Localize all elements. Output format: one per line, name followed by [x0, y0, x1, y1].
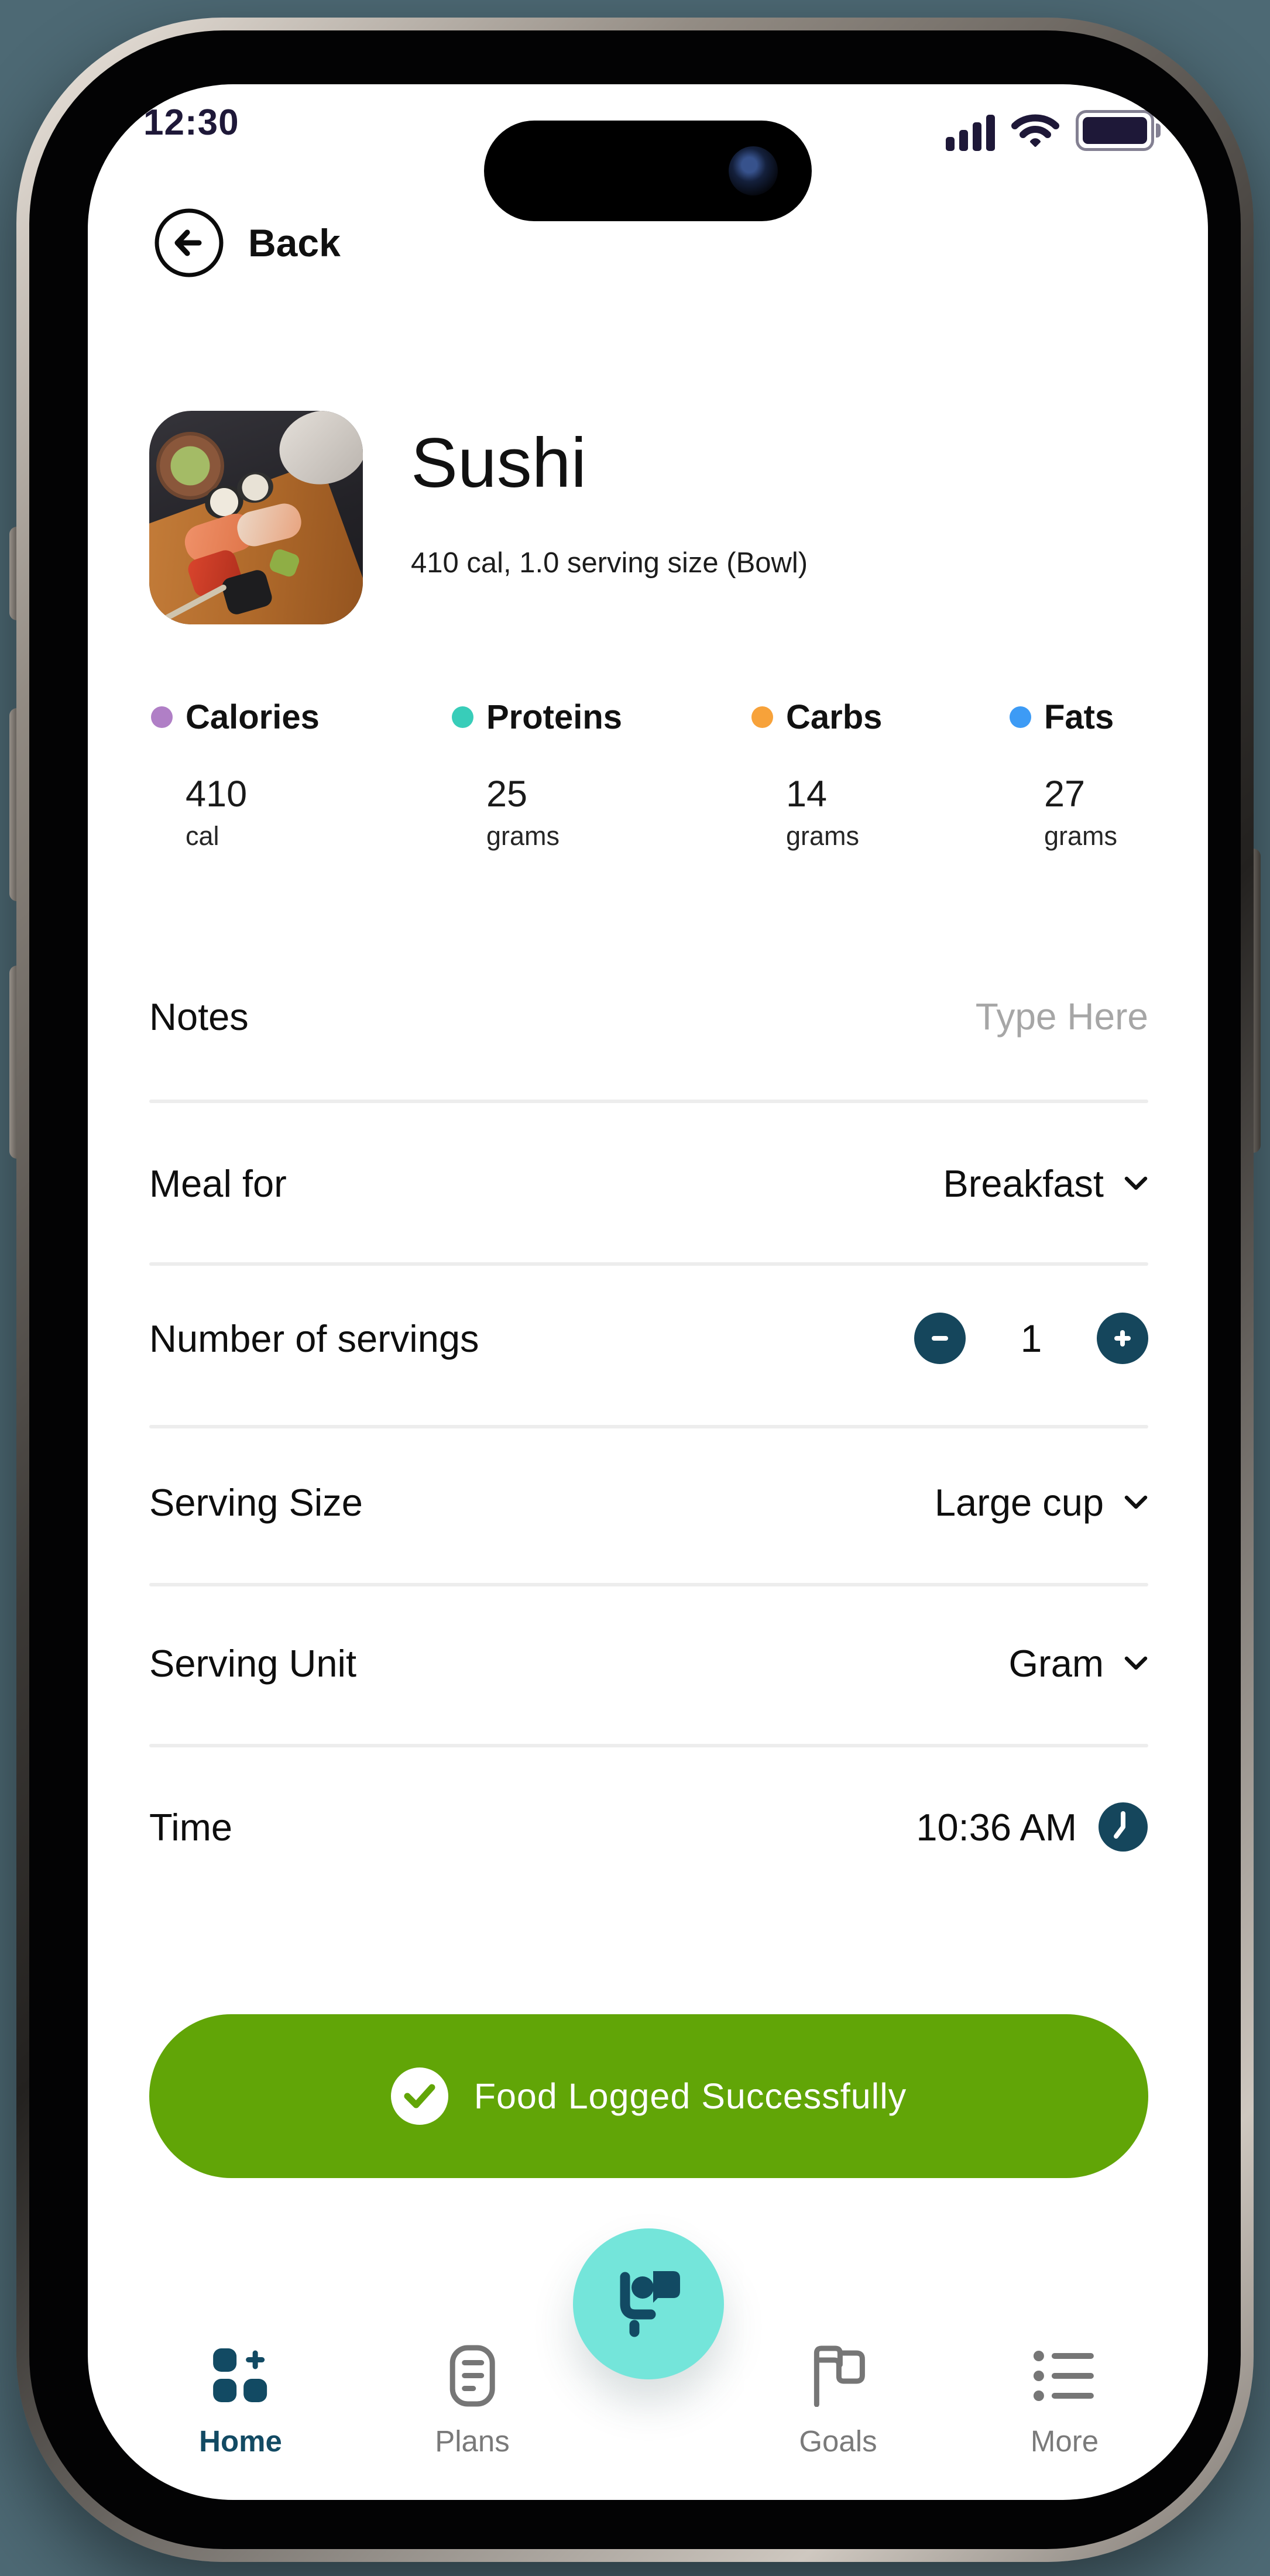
- plans-document-icon: [449, 2344, 496, 2407]
- meal-for-label: Meal for: [149, 1162, 287, 1205]
- macro-unit: grams: [486, 821, 560, 851]
- servings-value: 1: [1020, 1317, 1042, 1360]
- check-icon: [390, 2067, 448, 2125]
- macro-value: 14: [786, 774, 828, 815]
- phone-frame: 12:30: [16, 18, 1254, 2562]
- decrement-button[interactable]: [914, 1313, 966, 1364]
- nav-item-goals[interactable]: Goals: [799, 2344, 877, 2458]
- fats-dot-icon: [1010, 706, 1031, 728]
- status-icons: [946, 110, 1161, 151]
- back-arrow-icon: [153, 207, 225, 279]
- nav-label-more: More: [1030, 2424, 1099, 2458]
- increment-button[interactable]: [1097, 1313, 1148, 1364]
- divider: [149, 1744, 1148, 1747]
- goals-flag-icon: [807, 2344, 869, 2407]
- nav-label-home: Home: [199, 2424, 282, 2458]
- coach-fab-button[interactable]: [573, 2228, 724, 2379]
- macro-value: 410: [186, 774, 248, 815]
- meal-for-value: Breakfast: [943, 1162, 1104, 1205]
- servings-row: Number of servings 1: [149, 1297, 1148, 1379]
- food-title: Sushi: [411, 424, 587, 502]
- phone-bezel: 12:30: [29, 30, 1241, 2549]
- divider: [149, 1100, 1148, 1103]
- macro-label: Proteins: [486, 698, 623, 736]
- notes-label: Notes: [149, 995, 249, 1038]
- divider: [149, 1262, 1148, 1266]
- nav-label-goals: Goals: [799, 2424, 877, 2458]
- food-subtitle: 410 cal, 1.0 serving size (Bowl): [411, 547, 808, 579]
- serving-unit-label: Serving Unit: [149, 1641, 357, 1685]
- macro-unit: cal: [186, 821, 219, 851]
- macro-unit: grams: [1044, 821, 1118, 851]
- plus-icon: [1114, 1330, 1131, 1347]
- meal-for-row: Meal for Breakfast: [149, 1142, 1148, 1224]
- notes-row: Notes Type Here: [149, 976, 1148, 1057]
- notes-input[interactable]: Type Here: [975, 995, 1148, 1038]
- serving-unit-row: Serving Unit Gram: [149, 1622, 1148, 1704]
- food-logged-label: Food Logged Successfully: [473, 2076, 907, 2116]
- dynamic-island: [484, 121, 812, 221]
- macro-fats: Fats 27 grams: [1010, 698, 1117, 851]
- macro-carbs: Carbs 14 grams: [751, 698, 882, 851]
- time-value: 10:36 AM: [916, 1805, 1077, 1849]
- minus-icon: [932, 1336, 948, 1341]
- battery-icon: [1076, 110, 1161, 151]
- time-picker-button[interactable]: [1098, 1802, 1148, 1852]
- macro-label: Fats: [1044, 698, 1114, 736]
- serving-size-label: Serving Size: [149, 1481, 363, 1524]
- macro-unit: grams: [786, 821, 860, 851]
- back-button[interactable]: Back: [153, 207, 341, 279]
- chevron-down-icon: [1124, 1495, 1148, 1509]
- meal-for-select[interactable]: Breakfast: [943, 1162, 1148, 1205]
- coach-chat-icon: [620, 2271, 680, 2337]
- clock-icon: [1099, 1802, 1148, 1852]
- carbs-dot-icon: [751, 706, 773, 728]
- chevron-down-icon: [1124, 1176, 1148, 1190]
- macro-label: Carbs: [786, 698, 883, 736]
- calories-dot-icon: [151, 706, 173, 728]
- serving-unit-select[interactable]: Gram: [1009, 1641, 1149, 1685]
- serving-size-row: Serving Size Large cup: [149, 1461, 1148, 1543]
- nav-item-home[interactable]: Home: [199, 2344, 282, 2458]
- home-grid-plus-icon: [211, 2344, 270, 2407]
- signal-icon: [946, 115, 995, 151]
- macro-value: 25: [486, 774, 528, 815]
- serving-size-value: Large cup: [934, 1481, 1104, 1524]
- more-list-icon: [1033, 2344, 1096, 2407]
- status-time: 12:30: [143, 102, 239, 143]
- proteins-dot-icon: [452, 706, 473, 728]
- divider: [149, 1583, 1148, 1586]
- macro-calories: Calories 410 cal: [151, 698, 320, 851]
- serving-unit-value: Gram: [1008, 1641, 1104, 1685]
- food-logged-button[interactable]: Food Logged Successfully: [149, 2014, 1148, 2178]
- nav-label-plans: Plans: [435, 2424, 510, 2458]
- nav-item-plans[interactable]: Plans: [435, 2344, 510, 2458]
- time-row: Time 10:36 AM: [149, 1786, 1148, 1868]
- macro-value: 27: [1044, 774, 1086, 815]
- food-image: [149, 411, 363, 624]
- wifi-icon: [1010, 111, 1060, 151]
- macro-label: Calories: [186, 698, 320, 736]
- serving-size-select[interactable]: Large cup: [935, 1481, 1148, 1524]
- app-screen: 12:30: [88, 84, 1208, 2500]
- nav-item-more[interactable]: More: [1031, 2344, 1099, 2458]
- servings-stepper: 1: [914, 1313, 1148, 1364]
- back-label: Back: [248, 221, 341, 265]
- macro-proteins: Proteins 25 grams: [452, 698, 622, 851]
- front-camera: [729, 146, 778, 195]
- chevron-down-icon: [1124, 1656, 1148, 1670]
- servings-label: Number of servings: [149, 1317, 479, 1360]
- time-label: Time: [149, 1805, 233, 1849]
- divider: [149, 1425, 1148, 1428]
